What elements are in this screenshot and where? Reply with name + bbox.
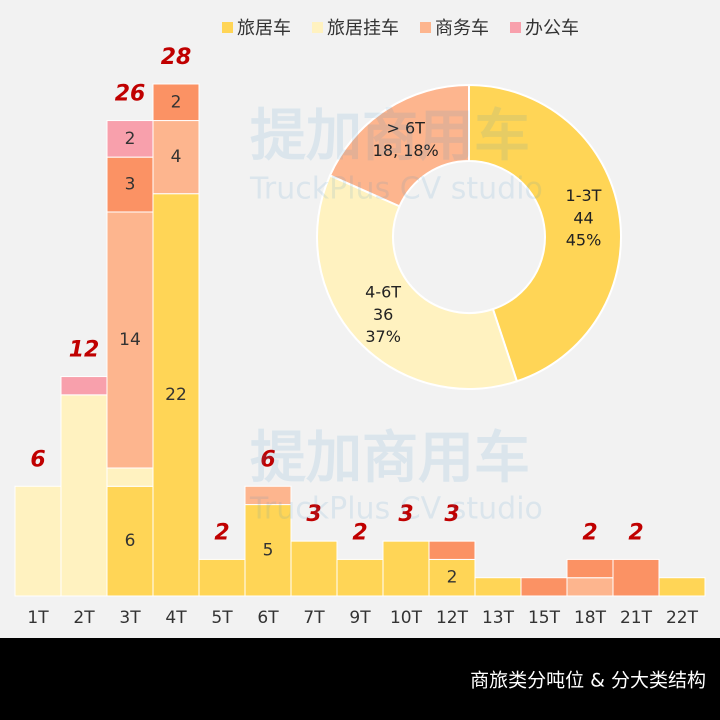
watermark-text: TruckPlus CV studio [249, 172, 543, 207]
bar-segment [244, 485, 292, 506]
bar-segment [60, 376, 108, 396]
slice-category: 1-3T [566, 186, 602, 205]
x-tick-label: 7T [303, 608, 325, 628]
legend-label: 旅居挂车 [327, 18, 399, 39]
total-label: 12 [69, 338, 100, 363]
legend-swatch [510, 22, 521, 33]
data-label: 6 [125, 531, 136, 551]
donut-slice [316, 174, 519, 390]
total-label: 2 [582, 520, 597, 545]
x-tick-label: 12T [436, 608, 469, 628]
total-label: 6 [30, 447, 45, 472]
x-tick-label: 3T [119, 608, 141, 628]
x-tick-label: 9T [349, 608, 371, 628]
total-label: 3 [444, 502, 459, 527]
total-label: 3 [306, 502, 321, 527]
total-label: 28 [161, 45, 192, 70]
bar-segment [106, 120, 154, 158]
bar-segment [152, 193, 200, 597]
bar-segment [382, 540, 430, 597]
data-label: 2 [125, 129, 136, 149]
x-tick-label: 1T [27, 608, 49, 628]
caption: 商旅类分吨位 & 分大类结构 [470, 670, 706, 692]
bar-segment [290, 540, 338, 597]
watermark: 提加商用车 TruckPlus CV studio 提加商用车 TruckPlu… [249, 104, 543, 526]
bar-segment [244, 504, 292, 597]
data-label: 14 [119, 330, 141, 350]
data-label: 5 [263, 540, 274, 560]
total-label: 3 [398, 502, 413, 527]
legend-label: 旅居车 [237, 18, 291, 39]
total-label: 2 [214, 520, 229, 545]
legend-swatch [420, 22, 431, 33]
x-tick-label: 15T [528, 608, 561, 628]
x-tick-label: 5T [211, 608, 233, 628]
legend-swatch [222, 22, 233, 33]
data-label: 2 [447, 568, 458, 588]
slice-label: 44 45% [566, 208, 602, 249]
bar-segment [612, 558, 660, 597]
x-tick-label: 18T [574, 608, 607, 628]
data-label: 2 [171, 92, 182, 112]
watermark-text: 提加商用车 [250, 426, 530, 491]
bar-segment [106, 156, 154, 213]
x-tick-label: 4T [165, 608, 187, 628]
legend-label: 商务车 [435, 18, 489, 39]
donut-slice [468, 83, 622, 383]
x-tick-label: 22T [666, 608, 699, 628]
total-label: 6 [260, 447, 275, 472]
footer [0, 638, 720, 720]
bar-segment [106, 467, 154, 487]
slice-label: 18, 18% [373, 140, 439, 159]
bar-segment [152, 83, 200, 122]
bar-segment [428, 558, 476, 597]
bar-segment [106, 485, 154, 597]
bar-segment [474, 577, 522, 597]
x-tick-label: 6T [257, 608, 279, 628]
data-label: 22 [165, 385, 187, 405]
x-tick-label: 2T [73, 608, 95, 628]
total-label: 26 [115, 82, 146, 107]
bar-segment [198, 558, 246, 597]
bar-segment [566, 558, 614, 579]
bar-segment [60, 394, 108, 597]
bar-segment [520, 577, 568, 597]
x-tick-label: 21T [620, 608, 653, 628]
total-label: 2 [352, 520, 367, 545]
donut-slice [328, 83, 470, 208]
x-tick-label: 13T [482, 608, 515, 628]
legend-swatch [312, 22, 323, 33]
watermark-text: TruckPlus CV studio [249, 492, 543, 527]
slice-category: > 6T [386, 118, 425, 137]
watermark-text: 提加商用车 [250, 104, 530, 169]
legend-label: 办公车 [525, 18, 579, 39]
bar-segment [152, 120, 200, 195]
bar-segment [566, 577, 614, 597]
data-label: 3 [125, 175, 136, 195]
total-label: 2 [628, 520, 643, 545]
x-tick-label: 10T [390, 608, 423, 628]
slice-label: 36 37% [365, 304, 401, 345]
bar-segment [428, 540, 476, 560]
bar-segment [658, 577, 706, 597]
slice-category: 4-6T [365, 282, 401, 301]
bar-segment [14, 485, 62, 597]
data-label: 4 [171, 147, 182, 167]
bar-segment [336, 558, 384, 597]
